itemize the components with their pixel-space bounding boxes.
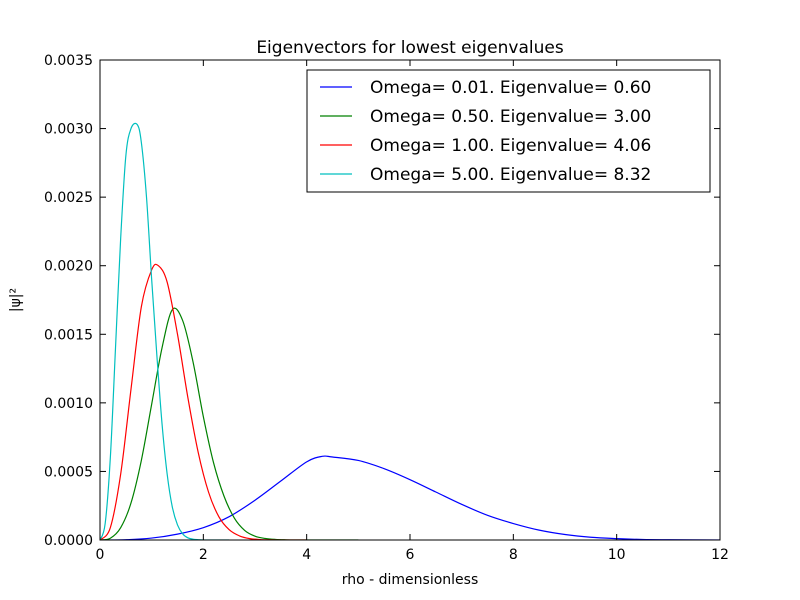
legend-label-2: Omega= 0.50. Eigenvalue= 3.00 (370, 107, 651, 127)
y-tick-label: 0.0020 (44, 259, 93, 275)
y-tick-label: 0.0025 (44, 190, 93, 206)
y-axis-ticks: 0.0000 0.0005 0.0010 0.0015 0.0020 0.0025 0.00… (44, 53, 720, 549)
chart-title: Eigenvectors for lowest eigenvalues (256, 38, 564, 58)
y-tick-label: 0.0035 (44, 53, 93, 69)
legend-entries: Omega= 0.01. Eigenvalue= 0.60 Omega= 0.50… (320, 78, 651, 185)
x-tick-label: 6 (406, 547, 415, 563)
x-axis-label: rho - dimensionless (342, 572, 479, 588)
legend: Omega= 0.01. Eigenvalue= 0.60 Omega= 0.50… (306, 69, 711, 193)
x-axis-ticks: 0 2 4 6 8 10 12 (96, 60, 729, 563)
x-tick-label: 0 (96, 547, 105, 563)
legend-box (306, 69, 711, 193)
series-line-4 (100, 122, 230, 540)
x-tick-label: 12 (711, 547, 729, 563)
y-tick-label: 0.0010 (44, 396, 93, 412)
x-tick-label: 8 (509, 547, 518, 563)
y-tick-label: 0.0030 (44, 122, 93, 138)
series-line-3 (100, 263, 307, 540)
legend-label-4: Omega= 5.00. Eigenvalue= 8.32 (370, 165, 651, 185)
series-line-1 (100, 455, 720, 540)
legend-label-1: Omega= 0.01. Eigenvalue= 0.60 (370, 78, 651, 98)
y-tick-label: 0.0015 (44, 327, 93, 343)
series-lines (100, 122, 720, 540)
x-tick-label: 10 (608, 547, 626, 563)
y-tick-label: 0.0000 (44, 533, 93, 549)
x-tick-label: 4 (302, 547, 311, 563)
y-tick-label: 0.0005 (44, 464, 93, 480)
y-axis-label: |ψ|² (8, 288, 24, 312)
legend-label-3: Omega= 1.00. Eigenvalue= 4.06 (370, 136, 651, 156)
x-tick-label: 2 (199, 547, 208, 563)
